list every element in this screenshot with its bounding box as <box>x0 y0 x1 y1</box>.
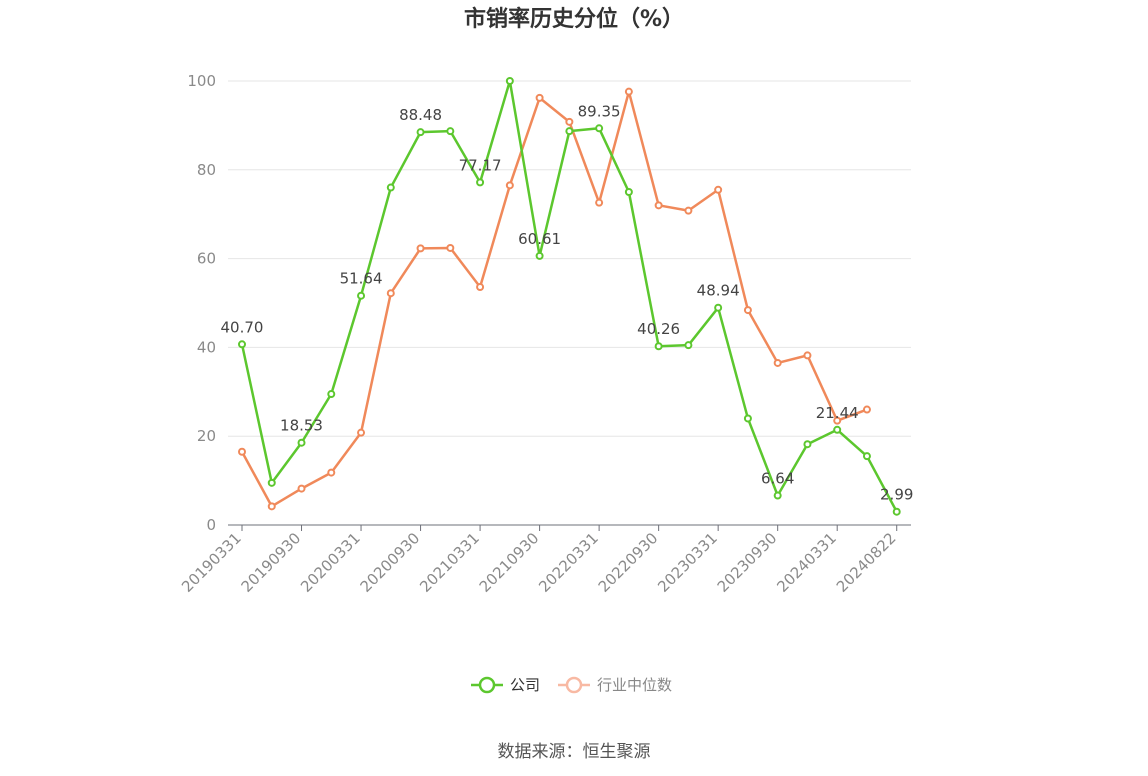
legend-marker <box>478 676 496 694</box>
x-tick-label: 20200930 <box>357 529 424 596</box>
data-point <box>357 428 366 437</box>
legend-item-0[interactable]: 公司 <box>471 676 540 694</box>
data-point <box>595 198 604 207</box>
data-label: 89.35 <box>578 102 621 120</box>
data-point <box>892 507 901 516</box>
data-point <box>535 251 544 260</box>
data-label: 40.26 <box>637 320 680 338</box>
chart-title: 市销率历史分位（%） <box>464 6 684 32</box>
data-point <box>386 289 395 298</box>
series-line-0 <box>240 79 898 513</box>
gridlines <box>228 80 911 437</box>
data-point <box>773 491 782 500</box>
data-point <box>862 405 871 414</box>
data-label: 48.94 <box>697 282 740 300</box>
series-line-1 <box>240 90 868 508</box>
data-label: 18.53 <box>280 417 323 435</box>
legend[interactable]: 公司 行业中位数 <box>471 676 672 694</box>
x-tick-label: 20230930 <box>714 529 781 596</box>
data-point <box>297 484 306 493</box>
data-point <box>267 478 276 487</box>
data-point <box>624 87 633 96</box>
data-point <box>238 340 246 349</box>
x-tick-label: 20240822 <box>833 529 900 596</box>
y-tick-label: 40 <box>197 338 216 356</box>
data-point <box>684 341 693 350</box>
legend-marker <box>565 676 583 694</box>
y-tick-label: 100 <box>187 72 216 90</box>
data-point <box>684 206 693 215</box>
data-point <box>297 438 306 447</box>
data-point <box>446 127 455 136</box>
data-source: 数据来源：恒生聚源 <box>498 742 651 762</box>
data-point <box>743 306 752 315</box>
legend-label: 行业中位数 <box>597 676 672 694</box>
data-label: 2.99 <box>880 486 913 504</box>
series-lines <box>238 77 901 516</box>
x-tick-label: 20220331 <box>535 529 602 596</box>
data-point <box>535 93 544 102</box>
data-label: 40.70 <box>221 318 264 336</box>
data-point <box>743 414 752 423</box>
data-point <box>565 127 574 136</box>
data-point <box>773 358 782 367</box>
data-point <box>357 291 366 300</box>
data-point <box>803 351 812 360</box>
data-point <box>267 502 276 511</box>
data-point <box>416 128 425 137</box>
data-point <box>595 124 604 133</box>
x-tick-label: 20210331 <box>416 529 483 596</box>
data-point <box>476 283 485 292</box>
data-point <box>654 342 663 351</box>
data-point <box>803 440 812 449</box>
data-label: 88.48 <box>399 106 442 124</box>
x-tick-label: 20230331 <box>654 529 721 596</box>
data-label: 21.44 <box>816 404 859 422</box>
x-tick-label: 20220930 <box>595 529 662 596</box>
data-label: 51.64 <box>340 270 383 288</box>
x-tick-label: 20200331 <box>297 529 364 596</box>
y-tick-label: 20 <box>197 427 216 445</box>
legend-item-1[interactable]: 行业中位数 <box>558 676 672 694</box>
data-point <box>565 117 574 126</box>
data-point <box>238 447 246 456</box>
data-point <box>654 201 663 210</box>
y-tick-label: 60 <box>197 250 216 268</box>
data-point <box>714 185 723 194</box>
data-label: 77.17 <box>459 156 502 174</box>
data-point <box>505 181 514 190</box>
data-point <box>386 183 395 192</box>
data-point <box>327 390 336 399</box>
data-point <box>505 77 514 85</box>
data-point <box>862 452 871 461</box>
data-point <box>446 243 455 252</box>
x-tick-label: 20190930 <box>238 529 305 596</box>
data-point <box>476 178 485 187</box>
data-labels: 40.70 18.53 51.64 88.48 77.17 60.61 89.35 40.26… <box>221 102 914 503</box>
y-tick-label: 0 <box>206 516 216 534</box>
data-point <box>714 303 723 312</box>
data-label: 6.64 <box>761 470 794 488</box>
data-point <box>833 416 842 425</box>
data-label: 60.61 <box>518 230 561 248</box>
x-tick-label: 20190331 <box>178 529 245 596</box>
y-tick-label: 80 <box>197 161 216 179</box>
data-point <box>624 188 633 196</box>
x-tick-label: 20240331 <box>773 529 840 596</box>
axes: 0 20 40 60 80 100 2019033120190930202003312020… <box>178 72 911 596</box>
data-point <box>327 468 336 477</box>
data-point <box>833 425 842 434</box>
legend-label: 公司 <box>510 676 540 694</box>
x-tick-label: 20210930 <box>476 529 543 596</box>
data-point <box>416 244 425 253</box>
